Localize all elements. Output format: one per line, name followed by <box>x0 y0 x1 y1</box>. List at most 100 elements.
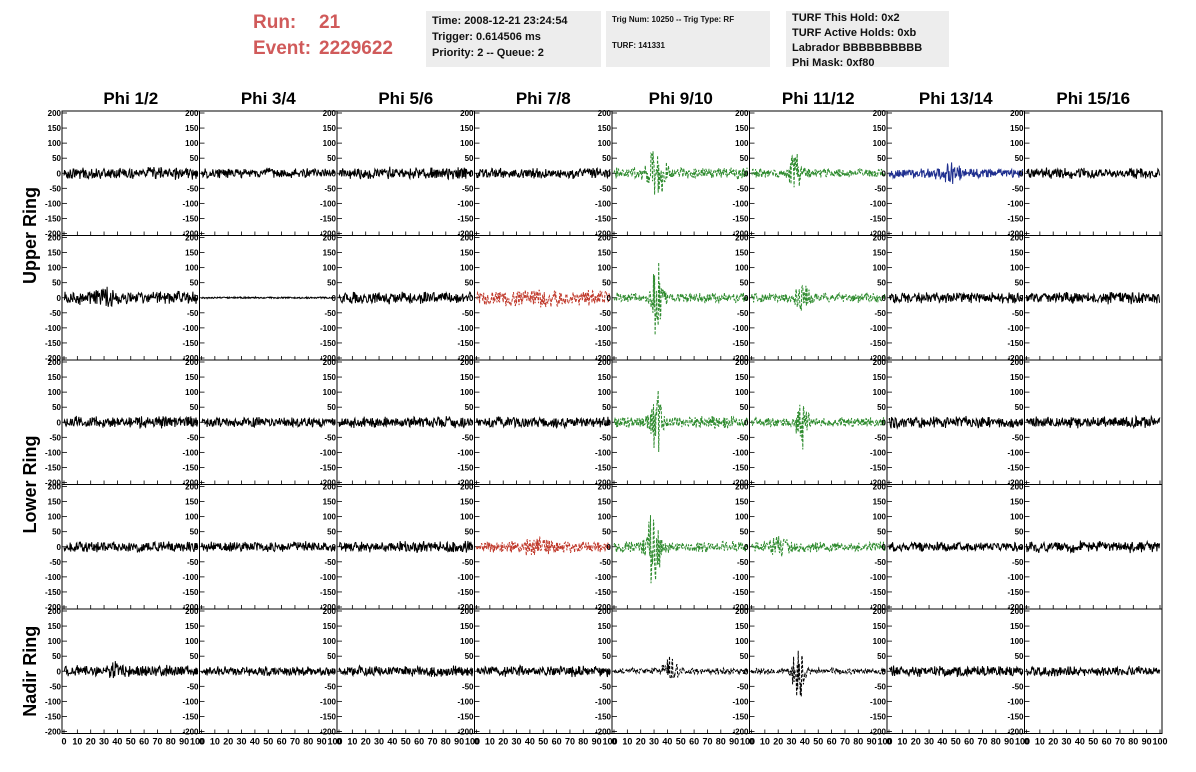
x-tick-label: 0 <box>199 737 204 747</box>
y-tick-label: 50 <box>602 154 611 163</box>
y-tick-label: -150 <box>320 588 337 597</box>
y-tick-label: 50 <box>52 279 61 288</box>
waveform-trace <box>338 166 473 181</box>
waveform-trace <box>751 536 886 557</box>
y-tick-label: -100 <box>182 199 199 208</box>
y-tick-label: -50 <box>462 682 474 691</box>
y-tick-label: -200 <box>320 354 337 363</box>
y-tick-label: 100 <box>460 513 474 522</box>
x-tick-label: 40 <box>1075 737 1085 747</box>
y-tick-label: 100 <box>48 388 62 397</box>
y-tick-label: -50 <box>737 682 749 691</box>
y-tick-label: 150 <box>323 249 337 258</box>
x-tick-label: 60 <box>552 737 562 747</box>
y-tick-label: 0 <box>607 543 612 552</box>
y-tick-label: 200 <box>873 607 887 616</box>
y-tick-label: 0 <box>744 169 749 178</box>
y-tick-label: 0 <box>194 418 199 427</box>
y-tick-label: -200 <box>182 603 199 612</box>
x-tick-label: 20 <box>498 737 508 747</box>
y-tick-label: 50 <box>740 279 749 288</box>
labrador-text: Labrador BBBBBBBBBB <box>792 42 923 54</box>
y-tick-label: 200 <box>460 483 474 492</box>
y-tick-label: -100 <box>45 573 62 582</box>
y-tick-label: -150 <box>595 588 612 597</box>
waveform-trace <box>751 404 886 450</box>
x-tick-label: 80 <box>853 737 863 747</box>
y-tick-label: 200 <box>48 483 62 492</box>
y-tick-label: 200 <box>735 109 749 118</box>
y-tick-label: 100 <box>598 139 612 148</box>
y-tick-label: -200 <box>45 354 62 363</box>
time-text: Time: 2008-12-21 23:24:54 <box>432 15 568 27</box>
turf-hold-text: TURF This Hold: 0x2 <box>792 12 900 24</box>
y-tick-label: -100 <box>320 573 337 582</box>
y-tick-label: -100 <box>732 324 749 333</box>
y-tick-label: 50 <box>190 403 199 412</box>
y-tick-label: 100 <box>185 513 199 522</box>
y-tick-label: 0 <box>882 294 887 303</box>
y-tick-label: 200 <box>185 358 199 367</box>
x-tick-label: 10 <box>210 737 220 747</box>
y-tick-label: 150 <box>460 373 474 382</box>
y-tick-label: -50 <box>187 309 199 318</box>
y-tick-label: 200 <box>1010 234 1024 243</box>
y-tick-label: -200 <box>732 728 749 737</box>
y-tick-label: 50 <box>327 279 336 288</box>
y-tick-label: 150 <box>735 249 749 258</box>
y-tick-label: 0 <box>332 418 337 427</box>
y-tick-label: -50 <box>599 558 611 567</box>
column-header: Phi 15/16 <box>1056 89 1130 108</box>
x-tick-label: 40 <box>387 737 397 747</box>
y-tick-label: 150 <box>873 249 887 258</box>
y-tick-label: 150 <box>873 124 887 133</box>
x-tick-label: 90 <box>317 737 327 747</box>
y-tick-label: -200 <box>595 603 612 612</box>
y-tick-label: 150 <box>1010 249 1024 258</box>
y-tick-label: 200 <box>185 234 199 243</box>
y-tick-label: -150 <box>45 588 62 597</box>
y-tick-label: 200 <box>873 109 887 118</box>
y-tick-label: 50 <box>465 528 474 537</box>
y-tick-label: -150 <box>595 339 612 348</box>
y-tick-label: -50 <box>1012 433 1024 442</box>
y-tick-label: -50 <box>599 184 611 193</box>
y-tick-label: 0 <box>1019 667 1024 676</box>
y-tick-label: 150 <box>323 373 337 382</box>
y-tick-label: -50 <box>462 558 474 567</box>
y-tick-label: -150 <box>870 588 887 597</box>
y-tick-label: -100 <box>45 697 62 706</box>
waveform-trace <box>613 151 748 195</box>
waveform-trace <box>1026 167 1161 180</box>
y-tick-label: 200 <box>1010 483 1024 492</box>
waveform-trace <box>476 664 611 678</box>
y-tick-label: -50 <box>49 558 61 567</box>
x-tick-label: 40 <box>662 737 672 747</box>
waveform-trace <box>201 416 336 429</box>
y-tick-label: 50 <box>877 154 886 163</box>
y-tick-label: -100 <box>182 697 199 706</box>
x-tick-label: 60 <box>689 737 699 747</box>
x-tick-label: 0 <box>886 737 891 747</box>
x-tick-label: 20 <box>1048 737 1058 747</box>
y-tick-label: -100 <box>320 697 337 706</box>
x-tick-label: 30 <box>99 737 109 747</box>
waveform-trace <box>613 656 748 680</box>
x-tick-label: 20 <box>223 737 233 747</box>
y-tick-label: 200 <box>735 607 749 616</box>
x-tick-label: 30 <box>512 737 522 747</box>
y-tick-label: 100 <box>323 513 337 522</box>
y-tick-label: -150 <box>457 214 474 223</box>
y-tick-label: 50 <box>327 403 336 412</box>
y-tick-label: 0 <box>469 294 474 303</box>
y-tick-label: -50 <box>874 558 886 567</box>
y-tick-label: 0 <box>607 667 612 676</box>
y-tick-label: -50 <box>874 682 886 691</box>
y-tick-label: 150 <box>735 622 749 631</box>
y-tick-label: 0 <box>332 667 337 676</box>
y-tick-label: -200 <box>732 603 749 612</box>
waveform-trace <box>338 415 473 429</box>
x-tick-label: 0 <box>474 737 479 747</box>
y-tick-label: 150 <box>598 498 612 507</box>
y-tick-label: 0 <box>1019 169 1024 178</box>
